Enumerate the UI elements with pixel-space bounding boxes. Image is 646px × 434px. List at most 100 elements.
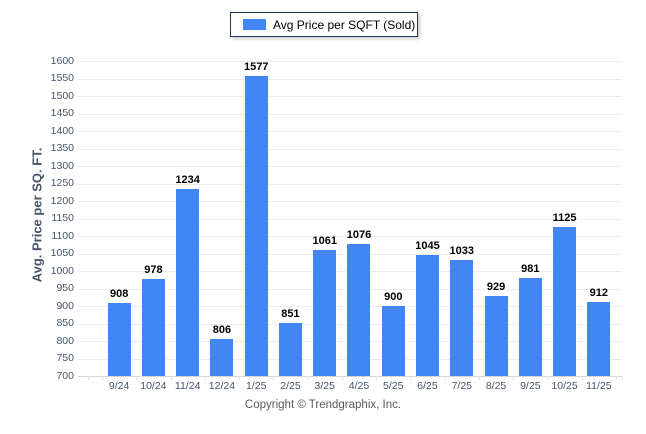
bar-value-label: 900 <box>384 291 403 303</box>
y-tick-label: 1550 <box>50 72 74 84</box>
bar-slot: 981 <box>513 61 547 376</box>
y-tick-label: 1150 <box>51 212 74 224</box>
legend: Avg Price per SQFT (Sold) <box>230 12 418 37</box>
bar-slot: 1577 <box>239 61 273 376</box>
gridline <box>78 201 622 202</box>
y-tick-label: 950 <box>56 282 74 294</box>
gridline <box>78 61 622 62</box>
x-tick-mark <box>581 376 583 380</box>
x-tick-mark <box>547 376 549 380</box>
bar-9/24[interactable] <box>107 303 131 376</box>
y-tick-label: 1300 <box>50 159 74 172</box>
x-tick-label: 12/24 <box>208 380 236 392</box>
x-tick-label: 6/25 <box>417 380 438 392</box>
x-axis-labels: 9/24 10/24 11/24 12/24 1/25 2/25 3/25 4/25 5/25 6… <box>88 376 622 392</box>
x-tick-mark <box>616 376 617 380</box>
x-tick-label: 10/24 <box>140 380 167 392</box>
y-tick-label: 750 <box>56 352 74 364</box>
bar-slot: 929 <box>479 61 513 376</box>
bar-value-label: 1125 <box>552 212 577 225</box>
x-tick-mark <box>622 376 623 380</box>
y-tick-label: 850 <box>56 317 74 329</box>
bar-4/25[interactable] <box>347 244 371 376</box>
y-tick-label: 1000 <box>50 264 74 277</box>
bar-8/25[interactable] <box>484 295 508 376</box>
copyright-text: Copyright © Trendgraphix, Inc. <box>244 399 402 411</box>
x-tick-label: 5/25 <box>383 380 404 392</box>
bar-slot: 912 <box>582 61 616 376</box>
bar-10/25[interactable] <box>553 227 577 376</box>
y-tick-label: 1050 <box>50 247 74 259</box>
bar-12/24[interactable] <box>210 338 234 376</box>
x-tick-mark <box>136 376 138 380</box>
x-tick-label: 11/25 <box>586 380 612 392</box>
gridline <box>78 148 622 150</box>
bar-2/25[interactable] <box>278 323 302 376</box>
gridline <box>78 218 622 220</box>
bar-11/24[interactable] <box>176 189 200 376</box>
bar-3/25[interactable] <box>313 249 337 376</box>
x-tick-mark <box>341 376 343 380</box>
bar-9/25[interactable] <box>518 277 542 376</box>
x-tick-label: 1/25 <box>245 380 267 392</box>
bar-value-label: 929 <box>486 280 506 293</box>
y-tick-label: 1250 <box>50 177 74 189</box>
legend-swatch-icon <box>243 19 266 30</box>
x-tick-mark <box>478 376 480 380</box>
x-tick-label: 4/25 <box>348 380 370 392</box>
x-tick-mark <box>239 376 241 380</box>
bar-7/25[interactable] <box>450 259 474 376</box>
x-tick-mark <box>170 376 172 380</box>
bar-value-label: 1033 <box>449 244 475 257</box>
bar-value-label: 1076 <box>346 229 372 242</box>
x-tick-mark <box>410 376 412 380</box>
bar-slot: 806 <box>205 61 239 376</box>
bar-value-label: 912 <box>589 286 609 299</box>
bar-value-label: 981 <box>521 262 540 275</box>
bar-value-label: 1234 <box>175 174 200 187</box>
x-tick-mark <box>513 376 515 380</box>
gridline <box>78 96 622 97</box>
bars-container: 908 978 1234 806 1577 851 1061 1076 900 1045 1033 9… <box>88 61 622 376</box>
x-tick-label: 11/24 <box>174 380 201 392</box>
y-tick-label: 1450 <box>50 107 74 119</box>
x-axis-line <box>78 376 622 377</box>
x-tick-label: 9/24 <box>108 380 130 392</box>
x-tick-mark <box>444 376 446 380</box>
bar-value-label: 1061 <box>312 234 337 247</box>
x-tick-label: 8/25 <box>485 380 507 392</box>
y-tick-label: 800 <box>56 334 74 347</box>
y-tick-label: 1100 <box>51 229 74 242</box>
bar-value-label: 806 <box>212 323 232 336</box>
x-tick-mark <box>204 376 206 380</box>
y-tick-label: 1500 <box>50 89 74 102</box>
bar-value-label: 851 <box>281 308 300 321</box>
x-tick-mark <box>273 376 275 380</box>
bar-10/24[interactable] <box>141 278 165 376</box>
bar-1/25[interactable] <box>244 76 268 376</box>
bar-value-label: 978 <box>144 263 163 276</box>
bar-value-label: 1045 <box>415 240 440 253</box>
legend-label: Avg Price per SQFT (Sold) <box>273 17 416 32</box>
x-tick-mark <box>307 376 309 380</box>
gridline <box>78 183 622 185</box>
x-tick-label: 2/25 <box>280 380 301 392</box>
gridline <box>78 236 622 237</box>
x-tick-label: 3/25 <box>314 380 335 392</box>
x-tick-label: 7/25 <box>451 380 472 392</box>
bar-6/25[interactable] <box>416 255 440 376</box>
gridline <box>78 113 622 115</box>
bar-slot: 978 <box>136 61 170 376</box>
y-tick-label: 1600 <box>50 54 74 67</box>
bar-slot: 1061 <box>308 61 342 376</box>
x-tick-label: 10/25 <box>551 380 578 392</box>
bar-slot: 1234 <box>171 61 205 376</box>
x-tick-mark <box>376 376 378 380</box>
bar-5/25[interactable] <box>381 306 405 376</box>
x-tick-mark <box>102 376 103 380</box>
gridline <box>78 166 622 167</box>
y-tick-label: 1200 <box>50 194 74 207</box>
y-tick-label: 900 <box>56 299 74 312</box>
bar-11/25[interactable] <box>587 301 611 376</box>
